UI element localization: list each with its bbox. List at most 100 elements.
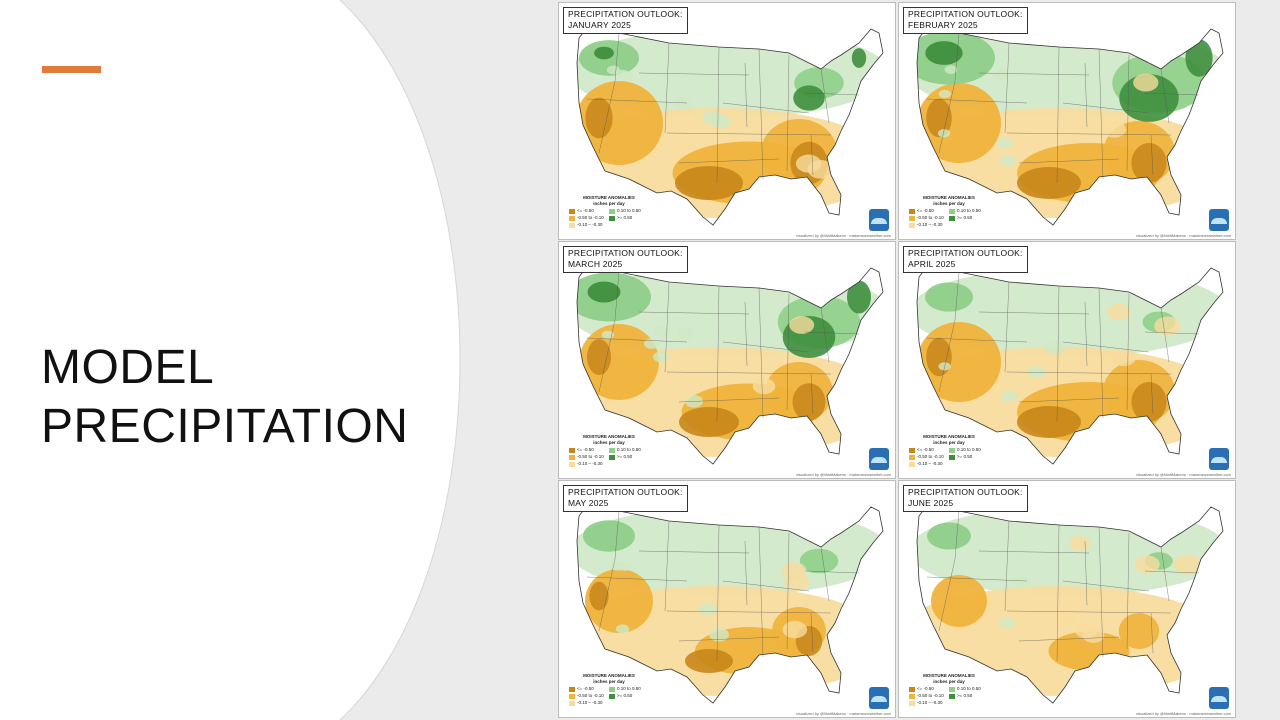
legend-swatch — [909, 208, 915, 214]
legend-label: 0.10 to 0.50 — [957, 686, 981, 691]
legend-swatch — [569, 461, 575, 467]
slide-title: MODEL PRECIPITATION — [41, 338, 408, 456]
legend-heading: MOISTURE ANOMALIES — [583, 673, 635, 678]
legend-swatch — [569, 454, 575, 460]
map-title-line2: JUNE 2025 — [908, 498, 954, 508]
legend-swatch — [609, 208, 615, 214]
legend-swatch — [949, 447, 955, 453]
slide-title-line1: MODEL — [41, 341, 215, 394]
legend-label: -0.10 – -0.30 — [577, 222, 603, 227]
legend-label: <= -0.50 — [577, 447, 594, 452]
legend-label: >= 0.50 — [957, 693, 973, 698]
map-credit: visualized by @MattMakens · makenswxweat… — [1136, 233, 1231, 238]
legend-label: -0.50 to -0.10 — [917, 693, 944, 698]
legend-swatch — [949, 693, 955, 699]
us-precipitation-map — [916, 502, 1224, 704]
us-precipitation-map — [916, 24, 1224, 226]
legend-swatch — [609, 447, 615, 453]
map-credit: visualized by @MattMakens · makenswxweat… — [1136, 472, 1231, 477]
map-panel: PRECIPITATION OUTLOOK: JUNE 2025 MOISTUR… — [898, 480, 1236, 718]
legend-label: 0.10 to 0.50 — [957, 208, 981, 213]
legend-label: >= 0.50 — [617, 693, 633, 698]
legend-label: -0.50 to -0.10 — [577, 693, 604, 698]
legend-label: <= -0.50 — [577, 686, 594, 691]
legend-label: 0.10 to 0.50 — [617, 447, 641, 452]
legend-label: -0.10 – -0.30 — [917, 461, 943, 466]
map-title-line2: FEBRUARY 2025 — [908, 20, 978, 30]
accent-bar — [42, 66, 101, 73]
map-title-box: PRECIPITATION OUTLOOK: JUNE 2025 — [903, 485, 1028, 512]
map-grid: PRECIPITATION OUTLOOK: JANUARY 2025 MOIS… — [558, 0, 1238, 720]
legend-subheading: inches per day — [933, 201, 965, 206]
legend-swatch — [609, 215, 615, 221]
map-legend: MOISTURE ANOMALIES inches per day <= -0.… — [909, 673, 989, 706]
legend-label: -0.10 – -0.30 — [917, 222, 943, 227]
map-legend: MOISTURE ANOMALIES inches per day <= -0.… — [569, 434, 649, 467]
legend-swatch — [569, 700, 575, 706]
legend-label: >= 0.50 — [957, 454, 973, 459]
legend-swatch — [909, 693, 915, 699]
legend-swatch — [569, 222, 575, 228]
legend-swatch — [609, 693, 615, 699]
legend-label: 0.10 to 0.50 — [617, 208, 641, 213]
map-title-box: PRECIPITATION OUTLOOK: JANUARY 2025 — [563, 7, 688, 34]
legend-label: <= -0.50 — [917, 208, 934, 213]
slide-title-line2: PRECIPITATION — [41, 400, 409, 453]
map-title-line1: PRECIPITATION OUTLOOK: — [568, 487, 683, 497]
legend-label: -0.10 – -0.30 — [577, 461, 603, 466]
legend-subheading: inches per day — [933, 440, 965, 445]
legend-heading: MOISTURE ANOMALIES — [923, 673, 975, 678]
legend-label: -0.10 – -0.30 — [917, 700, 943, 705]
legend-swatch — [909, 215, 915, 221]
map-title-box: PRECIPITATION OUTLOOK: APRIL 2025 — [903, 246, 1028, 273]
legend-swatch — [909, 454, 915, 460]
legend-label: 0.10 to 0.50 — [617, 686, 641, 691]
map-title-box: PRECIPITATION OUTLOOK: FEBRUARY 2025 — [903, 7, 1028, 34]
map-title-line1: PRECIPITATION OUTLOOK: — [568, 248, 683, 258]
legend-label: >= 0.50 — [617, 215, 633, 220]
legend-label: >= 0.50 — [957, 215, 973, 220]
map-panel: PRECIPITATION OUTLOOK: MAY 2025 MOISTURE… — [558, 480, 896, 718]
map-credit: visualized by @MattMakens · makenswxweat… — [796, 233, 891, 238]
map-credit: visualized by @MattMakens · makenswxweat… — [796, 472, 891, 477]
us-precipitation-map — [916, 263, 1224, 465]
legend-swatch — [569, 215, 575, 221]
legend-swatch — [569, 686, 575, 692]
legend-label: -0.50 to -0.10 — [577, 215, 604, 220]
us-precipitation-map — [576, 24, 884, 226]
map-title-line2: MAY 2025 — [568, 498, 609, 508]
legend-swatch — [609, 686, 615, 692]
map-title-line2: APRIL 2025 — [908, 259, 956, 269]
legend-label: >= 0.50 — [617, 454, 633, 459]
legend-subheading: inches per day — [593, 679, 625, 684]
legend-label: -0.50 to -0.10 — [917, 454, 944, 459]
legend-subheading: inches per day — [593, 201, 625, 206]
map-title-box: PRECIPITATION OUTLOOK: MARCH 2025 — [563, 246, 688, 273]
map-title-line1: PRECIPITATION OUTLOOK: — [908, 9, 1023, 19]
map-credit: visualized by @MattMakens · makenswxweat… — [796, 711, 891, 716]
legend-swatch — [949, 686, 955, 692]
legend-label: -0.10 – -0.30 — [577, 700, 603, 705]
weather-logo-icon — [869, 448, 889, 470]
legend-subheading: inches per day — [593, 440, 625, 445]
weather-logo-icon — [1209, 448, 1229, 470]
map-title-line1: PRECIPITATION OUTLOOK: — [908, 487, 1023, 497]
weather-logo-icon — [1209, 687, 1229, 709]
legend-label: 0.10 to 0.50 — [957, 447, 981, 452]
legend-heading: MOISTURE ANOMALIES — [583, 195, 635, 200]
legend-label: -0.50 to -0.10 — [917, 215, 944, 220]
map-title-line2: MARCH 2025 — [568, 259, 623, 269]
legend-swatch — [909, 447, 915, 453]
weather-logo-icon — [869, 687, 889, 709]
legend-label: <= -0.50 — [917, 447, 934, 452]
legend-swatch — [609, 454, 615, 460]
legend-label: -0.50 to -0.10 — [577, 454, 604, 459]
legend-swatch — [949, 208, 955, 214]
map-title-line1: PRECIPITATION OUTLOOK: — [908, 248, 1023, 258]
legend-swatch — [569, 693, 575, 699]
us-precipitation-map — [576, 263, 884, 465]
legend-heading: MOISTURE ANOMALIES — [583, 434, 635, 439]
map-legend: MOISTURE ANOMALIES inches per day <= -0.… — [569, 673, 649, 706]
map-panel: PRECIPITATION OUTLOOK: MARCH 2025 MOISTU… — [558, 241, 896, 479]
